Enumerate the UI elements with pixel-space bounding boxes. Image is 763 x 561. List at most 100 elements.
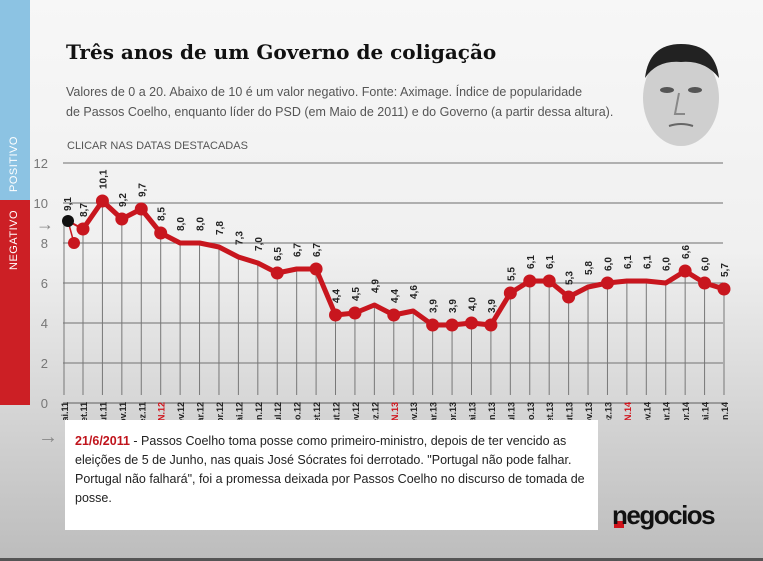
data-label: 3,9	[448, 299, 459, 313]
x-tick-label[interactable]: Mai.12	[234, 402, 244, 420]
data-point[interactable]	[562, 290, 576, 304]
x-tick-label[interactable]: Dez.13	[603, 402, 613, 420]
positive-band: POSITIVO	[0, 0, 30, 200]
x-tick-label[interactable]: Mai.11	[60, 402, 70, 420]
data-point[interactable]	[348, 306, 362, 320]
x-tick-label[interactable]: Ago.12	[293, 402, 303, 420]
x-tick-label[interactable]: Set.11	[79, 402, 89, 420]
data-point[interactable]	[387, 308, 401, 322]
data-point[interactable]	[484, 318, 498, 332]
data-label: 4,4	[332, 289, 343, 303]
event-description: 21/6/2011 - Passos Coelho toma posse com…	[65, 420, 598, 530]
x-tick-label[interactable]: Out.13	[565, 402, 575, 420]
data-point[interactable]	[503, 286, 517, 300]
data-point[interactable]	[270, 266, 284, 280]
data-label: 6,0	[701, 257, 712, 271]
data-point[interactable]	[542, 274, 556, 288]
x-tick-label[interactable]: Fev.13	[409, 402, 419, 420]
x-tick-label[interactable]: Fev.14	[642, 402, 652, 420]
data-label: 6,0	[662, 257, 673, 271]
x-tick-label[interactable]: JAN.12	[157, 402, 167, 420]
data-label: 6,6	[681, 245, 692, 259]
data-label: 6,1	[545, 255, 556, 269]
data-label: 6,0	[603, 257, 614, 271]
data-label: 7,3	[234, 231, 245, 245]
x-tick-label[interactable]: Jul.13	[506, 402, 516, 420]
negative-band: NEGATIVO	[0, 200, 30, 405]
data-point[interactable]	[523, 274, 537, 288]
x-tick-label[interactable]: Out.12	[332, 402, 342, 420]
x-tick-label[interactable]: Fev.12	[176, 402, 186, 420]
x-tick-label[interactable]: Nov.13	[584, 402, 594, 420]
x-tick-label[interactable]: Mar.13	[429, 402, 439, 420]
subtitle-line-1: Valores de 0 a 20. Abaixo de 10 é um val…	[66, 85, 583, 99]
data-label: 5,3	[565, 271, 576, 285]
event-date: 21/6/2011	[75, 434, 130, 448]
x-tick-label[interactable]: Mar.12	[196, 402, 206, 420]
x-tick-label[interactable]: Abr.13	[448, 402, 458, 420]
data-label: 9,1	[63, 197, 74, 211]
data-label: 8,7	[79, 203, 90, 217]
x-tick-label[interactable]: Abr.12	[215, 402, 225, 420]
data-label: 6,1	[642, 255, 653, 269]
x-tick-label[interactable]: JAN.13	[390, 402, 400, 420]
data-point-start[interactable]	[62, 215, 74, 227]
x-tick-label[interactable]: Jun.13	[487, 402, 497, 420]
x-tick-label[interactable]: Nov.12	[351, 402, 361, 420]
data-point[interactable]	[309, 262, 323, 276]
data-label: 4,4	[390, 289, 401, 303]
x-tick-label[interactable]: Dez.12	[370, 402, 380, 420]
x-tick-label[interactable]: Jun.12	[254, 402, 264, 420]
x-tick-label[interactable]: Mai.13	[467, 402, 477, 420]
data-label: 3,9	[429, 299, 440, 313]
x-tick-label[interactable]: Out.11	[98, 402, 108, 420]
data-point[interactable]	[329, 308, 343, 322]
data-label: 10,1	[98, 169, 109, 189]
data-point[interactable]	[134, 202, 148, 216]
data-point[interactable]	[68, 237, 80, 249]
data-point[interactable]	[464, 316, 478, 330]
data-point[interactable]	[445, 318, 459, 332]
x-tick-label[interactable]: Abr.14	[681, 402, 691, 420]
data-point[interactable]	[76, 222, 90, 236]
data-point[interactable]	[426, 318, 440, 332]
event-text: - Passos Coelho toma posse como primeiro…	[75, 434, 585, 505]
data-label: 6,7	[312, 243, 323, 257]
data-point[interactable]	[698, 276, 712, 290]
data-point[interactable]	[717, 282, 731, 296]
x-tick-label[interactable]: Set.13	[545, 402, 555, 420]
x-tick-label[interactable]: Jul.12	[273, 402, 283, 420]
x-tick-label[interactable]: Dez.11	[137, 402, 147, 420]
portrait-photo	[643, 44, 719, 146]
data-label: 5,8	[584, 261, 595, 275]
data-point[interactable]	[154, 226, 168, 240]
data-label: 7,8	[215, 221, 226, 235]
y-tick-label: 8	[41, 236, 48, 251]
x-tick-label[interactable]: Nov.11	[118, 402, 128, 420]
instruction: CLICAR NAS DATAS DESTACADAS	[67, 140, 248, 152]
data-label: 6,5	[273, 247, 284, 261]
x-tick-label[interactable]: Ago.13	[526, 402, 536, 420]
data-label: 4,0	[467, 297, 478, 311]
data-label: 3,9	[487, 299, 498, 313]
data-label: 6,1	[623, 255, 634, 269]
data-point[interactable]	[95, 194, 109, 208]
x-tick-label[interactable]: Set.12	[312, 402, 322, 420]
data-label: 8,0	[196, 217, 207, 231]
x-tick-label[interactable]: Mai.14	[701, 402, 711, 420]
negocios-logo: negocios	[612, 500, 716, 530]
x-tick-label[interactable]: Jun.14	[720, 402, 730, 420]
data-point[interactable]	[678, 264, 692, 278]
y-tick-label: 2	[41, 356, 48, 371]
page-title: Três anos de um Governo de coligação	[66, 40, 497, 64]
data-label: 6,7	[293, 243, 304, 257]
x-tick-label[interactable]: Mar.14	[662, 402, 672, 420]
data-point[interactable]	[600, 276, 614, 290]
x-tick-label[interactable]: JAN.14	[623, 402, 633, 420]
data-point[interactable]	[115, 212, 129, 226]
arrow-right-icon: →	[38, 426, 58, 448]
data-label: 6,1	[526, 255, 537, 269]
y-tick-label: 0	[41, 396, 48, 411]
data-label: 8,5	[157, 207, 168, 221]
